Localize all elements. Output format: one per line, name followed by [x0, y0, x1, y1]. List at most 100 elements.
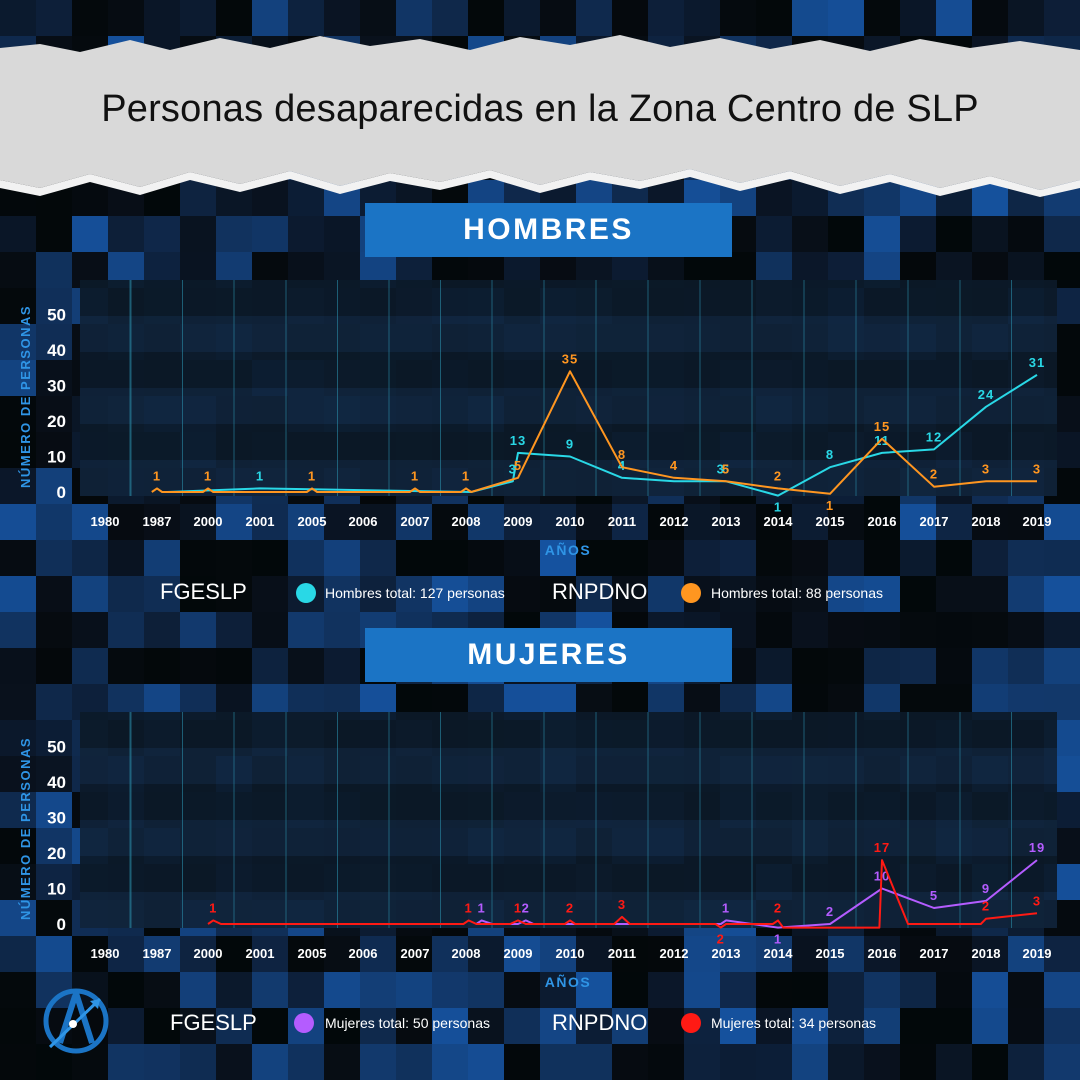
hombres-y-tick-label: 40 [47, 341, 66, 360]
hombres-data-label: 13 [510, 433, 526, 448]
banner-hombres: HOMBRES [365, 203, 732, 257]
hombres-x-tick-label: 2010 [556, 514, 585, 529]
x-axis-title-hombres: AÑOS [544, 542, 592, 558]
mujeres-x-tick-label: 2009 [504, 946, 533, 961]
mujeres-y-tick-label: 50 [47, 738, 66, 757]
hombres-plot-area [80, 280, 1057, 496]
mujeres-data-label: 5 [930, 888, 938, 903]
mujeres-data-label: 3 [618, 897, 626, 912]
page-title: Personas desaparecidas en la Zona Centro… [101, 88, 979, 130]
hombres-x-tick-label: 2016 [868, 514, 897, 529]
hombres-data-label: 35 [562, 351, 578, 366]
mujeres-plot-area [80, 712, 1057, 928]
mujeres-x-tick-label: 2006 [349, 946, 378, 961]
hombres-x-tick-label: 2001 [246, 514, 275, 529]
mujeres-y-tick-label: 0 [57, 915, 66, 934]
hombres-y-tick-label: 0 [57, 483, 66, 502]
hombres-x-tick-label: 2014 [764, 514, 794, 529]
hombres-series-line-rnpdno [151, 370, 1037, 495]
hombres-data-label: 1 [462, 468, 470, 483]
hombres-data-label: 8 [826, 447, 834, 462]
mujeres-data-label: 1 [514, 900, 522, 915]
hombres-x-tick-label: 1987 [143, 514, 172, 529]
mujeres-x-tick-label: 2012 [660, 946, 689, 961]
legend-source-rnpdno: RNPDNO [552, 579, 648, 604]
hombres-grid-band [80, 388, 1057, 424]
hombres-x-tick-label: 2015 [816, 514, 845, 529]
mujeres-grid-band [80, 856, 1057, 892]
mujeres-x-tick-label: 2005 [298, 946, 327, 961]
hombres-x-tick-label: 2005 [298, 514, 327, 529]
mujeres-data-label: 2 [522, 900, 530, 915]
hombres-grid-band [80, 352, 1057, 388]
hombres-data-label: 6 [722, 461, 730, 476]
legend-dot-cyan-icon [296, 583, 316, 603]
hombres-data-label: 1 [256, 468, 264, 483]
mujeres-data-label: 2 [982, 899, 990, 914]
hombres-x-tick-label: 2012 [660, 514, 689, 529]
mujeres-data-label: 19 [1029, 840, 1045, 855]
chart-mujeres: 0 10 20 30 40 50 1980 1987 2000 2001 2005 2006 2007 2… [47, 712, 1057, 961]
hombres-data-label: 31 [1029, 355, 1045, 370]
hombres-data-label: 1 [308, 468, 316, 483]
hombres-data-label: 1 [411, 468, 419, 483]
mujeres-data-label: 17 [874, 840, 890, 855]
hombres-data-label: 24 [978, 387, 994, 402]
mujeres-y-tick-label: 20 [47, 844, 66, 863]
hombres-x-tick-label: 2011 [608, 514, 636, 529]
hombres-data-label: 2 [774, 468, 782, 483]
mujeres-x-tick-label: 2007 [401, 946, 430, 961]
mujeres-data-label: 1 [464, 900, 472, 915]
hombres-data-label: 1 [826, 498, 834, 513]
mujeres-data-label: 2 [717, 932, 725, 947]
mujeres-series-line-rnpdno [207, 859, 1038, 929]
mujeres-grid-band [80, 784, 1057, 820]
hombres-x-tick-label: 2007 [401, 514, 430, 529]
mujeres-grid-band [80, 712, 1057, 748]
hombres-x-tick-label: 2006 [349, 514, 378, 529]
mujeres-x-tick-label: 2016 [868, 946, 897, 961]
hombres-data-label: 3 [982, 461, 990, 476]
mujeres-x-tick-label: 2008 [452, 946, 481, 961]
hombres-y-tick-label: 30 [47, 377, 66, 396]
chart-hombres: 0 10 20 30 40 50 1980 1987 2000 2001 2005 2006 2007 2… [47, 280, 1057, 529]
legend-source-fgeslp: FGESLP [170, 1010, 257, 1035]
mujeres-data-label: 1 [774, 932, 782, 947]
mujeres-data-label: 2 [566, 900, 574, 915]
mujeres-data-label: 2 [826, 904, 834, 919]
hombres-data-label: 4 [670, 458, 678, 473]
mujeres-x-tick-label: 2000 [194, 946, 223, 961]
mujeres-x-tick-label: 1980 [91, 946, 120, 961]
mujeres-data-label: 1 [477, 900, 485, 915]
hombres-x-tick-label: 1980 [91, 514, 120, 529]
mujeres-x-tick-label: 2013 [712, 946, 741, 961]
hombres-data-label: 15 [874, 419, 890, 434]
hombres-data-label: 3 [509, 461, 517, 476]
hombres-data-label: 3 [717, 461, 725, 476]
legend-source-rnpdno: RNPDNO [552, 1010, 648, 1035]
mujeres-x-tick-label: 2010 [556, 946, 585, 961]
hombres-data-label: 3 [1033, 461, 1041, 476]
legend-item-rnpdno-hombres: Hombres total: 88 personas [711, 585, 883, 601]
hombres-x-tick-label: 2017 [920, 514, 949, 529]
legend-item-fgeslp-mujeres: Mujeres total: 50 personas [325, 1015, 490, 1031]
mujeres-x-tick-label: 1987 [143, 946, 172, 961]
mujeres-data-label: 2 [774, 900, 782, 915]
legend-item-rnpdno-mujeres: Mujeres total: 34 personas [711, 1015, 876, 1031]
mujeres-y-tick-label: 40 [47, 773, 66, 792]
mujeres-x-tick-label: 2018 [972, 946, 1001, 961]
hombres-grid-band [80, 280, 1057, 316]
mujeres-data-label: 3 [1033, 893, 1041, 908]
hombres-data-label: 1 [774, 500, 782, 515]
mujeres-y-tick-label: 10 [47, 880, 66, 899]
hombres-data-label: 12 [926, 429, 942, 444]
hombres-data-label: 2 [930, 467, 938, 482]
hombres-y-tick-label: 20 [47, 412, 66, 431]
hombres-grid-band [80, 424, 1057, 460]
mujeres-x-tick-label: 2015 [816, 946, 845, 961]
mujeres-x-tick-label: 2011 [608, 946, 636, 961]
mujeres-x-tick-label: 2017 [920, 946, 949, 961]
hombres-x-tick-label: 2019 [1023, 514, 1052, 529]
mujeres-y-tick-label: 30 [47, 809, 66, 828]
hombres-data-label: 1 [153, 468, 161, 483]
